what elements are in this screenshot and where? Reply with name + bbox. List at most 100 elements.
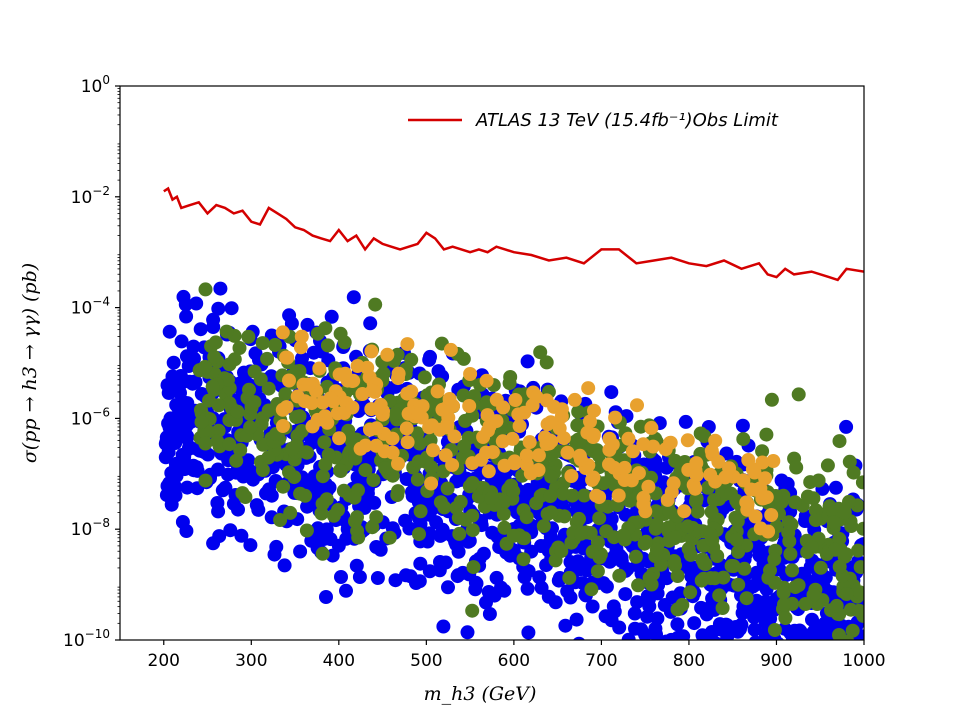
scatter-point bbox=[312, 361, 327, 376]
scatter-point bbox=[306, 345, 321, 360]
scatter-point bbox=[852, 603, 864, 618]
scatter-point bbox=[554, 544, 569, 559]
scatter-point bbox=[242, 382, 256, 397]
x-tick-label: 1000 bbox=[842, 651, 885, 671]
scatter-point bbox=[693, 426, 708, 441]
scatter-point bbox=[255, 463, 270, 477]
scatter-point bbox=[363, 422, 377, 437]
scatter-point bbox=[438, 555, 453, 570]
scatter-point bbox=[210, 496, 225, 510]
scatter-point bbox=[856, 521, 864, 536]
scatter-point bbox=[194, 415, 209, 430]
scatter-point bbox=[707, 493, 721, 508]
scatter-point bbox=[337, 513, 352, 528]
scatter-point bbox=[638, 627, 653, 640]
scatter-point bbox=[657, 598, 672, 612]
y-axis-label: σ(pp → h3 → γγ) (pb) bbox=[19, 263, 41, 463]
scatter-point bbox=[460, 625, 475, 640]
scatter-point bbox=[262, 482, 276, 497]
scatter-point bbox=[346, 290, 361, 305]
scatter-point bbox=[340, 373, 355, 388]
scatter-point bbox=[767, 623, 782, 637]
scatter-point bbox=[226, 496, 241, 511]
scatter-point bbox=[423, 349, 437, 364]
scatter-point bbox=[832, 628, 846, 640]
scatter-point bbox=[556, 486, 571, 501]
scatter-point bbox=[160, 436, 175, 450]
legend: ATLAS 13 TeV (15.4fb⁻¹)Obs Limit bbox=[408, 110, 779, 131]
scatter-point bbox=[200, 447, 215, 462]
scatter-point bbox=[244, 400, 259, 415]
x-tick-label: 300 bbox=[235, 651, 267, 671]
scatter-point bbox=[319, 590, 333, 604]
scatter-point bbox=[560, 445, 575, 460]
scatter-point bbox=[739, 495, 754, 510]
scatter-point bbox=[758, 471, 773, 486]
scatter-point bbox=[440, 481, 455, 496]
scatter-point bbox=[763, 611, 778, 626]
scatter-point bbox=[179, 431, 194, 446]
scatter-point bbox=[391, 456, 405, 471]
scatter-point bbox=[294, 424, 309, 438]
scatter-point bbox=[451, 510, 466, 525]
scatter-point bbox=[781, 515, 796, 530]
scatter-point bbox=[206, 536, 221, 551]
scatter-point bbox=[347, 490, 362, 505]
scatter-point bbox=[352, 570, 367, 584]
scatter-point bbox=[735, 418, 750, 433]
scatter-point bbox=[324, 309, 339, 324]
scatter-point bbox=[261, 450, 276, 465]
scatter-point bbox=[731, 577, 746, 592]
scatter-point bbox=[788, 580, 803, 595]
scatter-point bbox=[285, 441, 300, 456]
scatter-point bbox=[534, 580, 549, 595]
scatter-point bbox=[299, 523, 314, 538]
scatter-point bbox=[697, 556, 712, 571]
scatter-point bbox=[207, 350, 222, 364]
scatter-point bbox=[506, 484, 521, 499]
scatter-point bbox=[587, 403, 601, 418]
scatter-point bbox=[465, 523, 480, 538]
scatter-point bbox=[631, 466, 646, 481]
x-tick-label: 900 bbox=[760, 651, 792, 671]
scatter-point bbox=[748, 509, 763, 524]
scatter-point bbox=[424, 460, 439, 475]
scatter-point bbox=[276, 479, 291, 494]
scatter-point bbox=[745, 579, 760, 594]
scatter-point bbox=[237, 365, 251, 380]
scatter-point bbox=[269, 539, 284, 554]
scatter-point bbox=[345, 400, 360, 415]
scatter-point bbox=[305, 419, 320, 434]
scatter-point bbox=[508, 393, 523, 407]
scatter-point bbox=[778, 611, 793, 625]
limit-line-layer bbox=[163, 186, 864, 282]
scatter-point bbox=[496, 400, 511, 415]
scatter-point bbox=[785, 563, 800, 578]
y-tick-label: 10−8 bbox=[71, 516, 110, 540]
scatter-point bbox=[222, 437, 237, 452]
scatter-point bbox=[441, 580, 455, 595]
scatter-point bbox=[480, 408, 495, 423]
scatter-point bbox=[842, 494, 856, 509]
scatter-point bbox=[544, 469, 559, 484]
scatter-point bbox=[569, 612, 584, 627]
scatter-point bbox=[301, 377, 316, 392]
scatter-point bbox=[293, 544, 308, 559]
x-tick-label: 400 bbox=[323, 651, 355, 671]
scatter-point bbox=[649, 517, 664, 532]
scatter-point bbox=[696, 571, 711, 586]
scatter-point bbox=[180, 480, 195, 495]
scatter-point bbox=[158, 450, 173, 465]
scatter-point bbox=[649, 627, 663, 640]
scatter-point bbox=[539, 355, 554, 370]
scatter-point bbox=[585, 599, 600, 614]
scatter-point bbox=[276, 419, 290, 433]
scatter-point bbox=[438, 448, 453, 463]
scatter-point bbox=[617, 473, 632, 487]
scatter-point bbox=[621, 632, 636, 640]
scatter-point bbox=[818, 635, 832, 640]
scatter-point bbox=[711, 454, 726, 469]
scatter-point bbox=[520, 581, 535, 596]
scatter-point bbox=[612, 548, 627, 563]
scatter-point bbox=[400, 435, 415, 450]
